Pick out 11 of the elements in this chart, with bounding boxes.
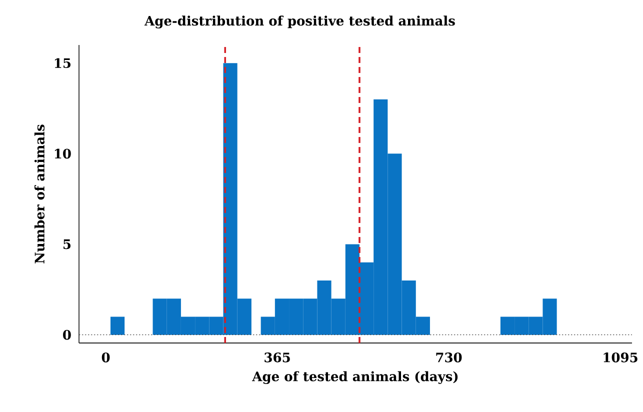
y-tick-label: 15 xyxy=(54,58,70,68)
x-axis-title: Age of tested animals (days) xyxy=(252,371,458,384)
x-tick-label: 365 xyxy=(264,352,290,362)
y-tick-label: 10 xyxy=(54,148,71,159)
x-tick-label: 1095 xyxy=(604,352,638,362)
y-tick-label: 5 xyxy=(63,239,70,250)
y-tick-label: 0 xyxy=(63,330,71,340)
chart-title: Age-distribution of positive tested animals xyxy=(144,16,455,28)
x-tick-label: 0 xyxy=(102,352,110,362)
x-tick-label: 730 xyxy=(436,352,462,362)
y-axis-title: Number of animals xyxy=(34,124,45,264)
